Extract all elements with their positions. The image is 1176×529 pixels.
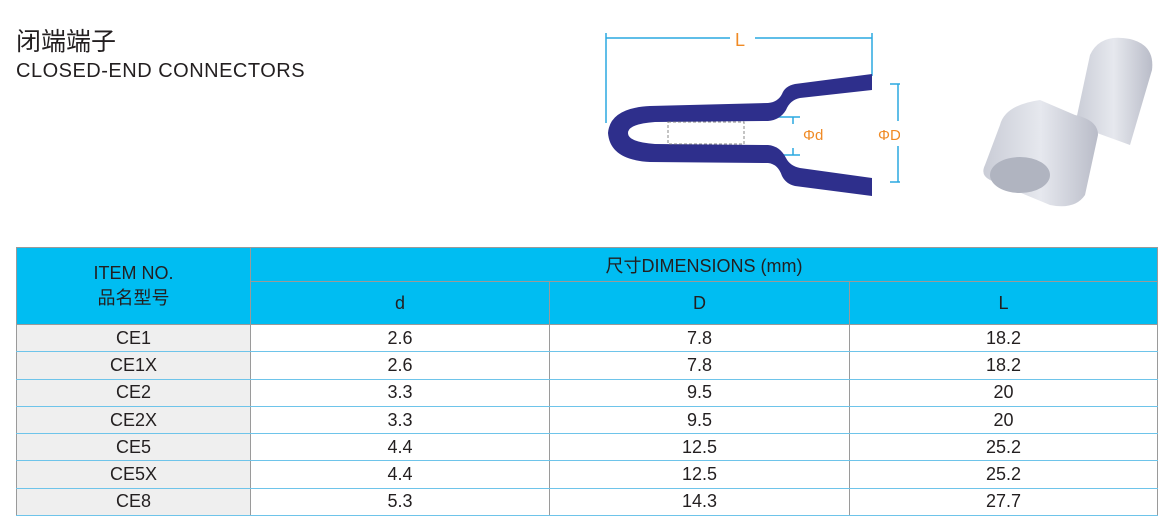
col-header-L: L <box>849 281 1158 325</box>
cell-D: 9.5 <box>549 405 850 435</box>
cell-L: 25.2 <box>849 460 1158 489</box>
cell-L: 20 <box>849 378 1158 407</box>
cell-D: 7.8 <box>549 351 850 380</box>
cell-d: 4.4 <box>250 433 550 462</box>
cell-L: 18.2 <box>849 351 1158 380</box>
cell-item: CE8 <box>16 487 251 517</box>
cell-item: CE2X <box>16 405 251 435</box>
crimp-sleeve <box>667 121 745 145</box>
cell-item: CE5X <box>16 460 251 489</box>
cell-item: CE1 <box>16 323 251 353</box>
connector-dimension-drawing: L Φd ΦD <box>605 30 900 196</box>
cell-L: 25.2 <box>849 433 1158 462</box>
cell-D: 12.5 <box>549 433 850 462</box>
title-chinese: 闭端端子 <box>16 27 117 56</box>
dimensions-header: 尺寸DIMENSIONS (mm) <box>250 247 1158 282</box>
cell-d: 2.6 <box>250 351 550 380</box>
cell-D: 14.3 <box>549 487 850 517</box>
label-L: L <box>735 30 745 50</box>
cell-item: CE1X <box>16 351 251 380</box>
label-d: Φd <box>803 127 823 144</box>
col-header-d: d <box>250 281 550 325</box>
item-header: ITEM NO. 品名型号 <box>16 247 251 325</box>
label-D: ΦD <box>878 127 900 144</box>
table-row: CE1X 2.6 7.8 18.2 <box>16 351 1158 380</box>
cell-D: 12.5 <box>549 460 850 489</box>
cell-d: 4.4 <box>250 460 550 489</box>
cell-L: 18.2 <box>849 323 1158 353</box>
col-header-D: D <box>549 281 850 325</box>
cell-D: 9.5 <box>549 378 850 407</box>
cell-L: 27.7 <box>849 487 1158 517</box>
cell-D: 7.8 <box>549 323 850 353</box>
item-header-en: ITEM NO. <box>93 262 174 283</box>
table-row: CE8 5.3 14.3 27.7 <box>16 487 1158 517</box>
connector-photo <box>983 37 1153 207</box>
item-header-cn: 品名型号 <box>97 287 170 308</box>
table-row: CE5X 4.4 12.5 25.2 <box>16 460 1158 489</box>
cell-L: 20 <box>849 405 1158 435</box>
connector-body <box>608 74 872 196</box>
table-row: CE2X 3.3 9.5 20 <box>16 405 1158 435</box>
specifications-table: ITEM NO. 品名型号 尺寸DIMENSIONS (mm) d D L CE1… <box>16 247 1158 517</box>
title-english: CLOSED-END CONNECTORS <box>16 60 306 82</box>
table-row: CE5 4.4 12.5 25.2 <box>16 433 1158 462</box>
cell-item: CE5 <box>16 433 251 462</box>
cell-d: 5.3 <box>250 487 550 517</box>
cell-item: CE2 <box>16 378 251 407</box>
cell-d: 2.6 <box>250 323 550 353</box>
cell-d: 3.3 <box>250 405 550 435</box>
table-row: CE2 3.3 9.5 20 <box>16 378 1158 407</box>
table-row: CE1 2.6 7.8 18.2 <box>16 323 1158 353</box>
cell-d: 3.3 <box>250 378 550 407</box>
